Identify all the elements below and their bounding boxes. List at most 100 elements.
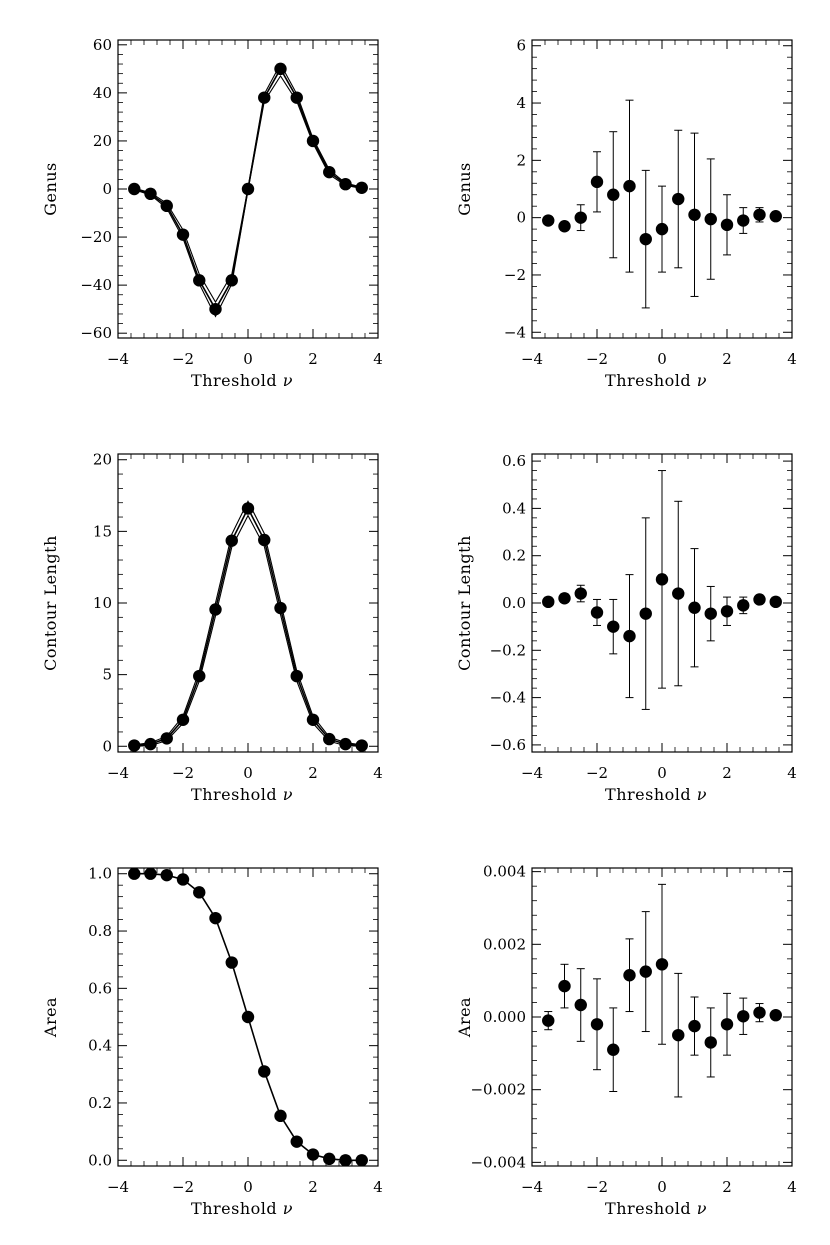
y-axis-label: Contour Length xyxy=(455,535,474,671)
data-point xyxy=(258,1065,271,1078)
y-tick-label: 0.2 xyxy=(502,547,526,565)
x-axis-label-symbol: ν xyxy=(697,785,707,804)
y-tick-label: 1.0 xyxy=(88,865,112,883)
y-tick-label: 0.6 xyxy=(502,452,526,470)
plot-area xyxy=(542,99,782,309)
data-point xyxy=(590,606,604,619)
x-tick-label: 4 xyxy=(787,1178,797,1196)
data-point xyxy=(753,593,766,606)
data-point xyxy=(144,737,157,751)
y-tick-label: 0.6 xyxy=(88,979,112,997)
data-point xyxy=(720,605,734,618)
data-point xyxy=(241,182,255,196)
data-point xyxy=(655,958,669,971)
x-tick-label: 2 xyxy=(722,1178,732,1196)
x-tick-label: 0 xyxy=(657,350,667,368)
x-axis-label-symbol: ν xyxy=(697,371,707,390)
data-point xyxy=(672,192,685,206)
data-point xyxy=(209,302,222,316)
data-point xyxy=(241,1010,255,1024)
data-point xyxy=(225,534,238,547)
y-tick-label: 0.8 xyxy=(88,922,112,940)
data-point xyxy=(144,868,157,880)
y-tick-label: 20 xyxy=(93,132,112,150)
data-point xyxy=(655,573,669,586)
data-point xyxy=(688,1019,701,1033)
plot-frame xyxy=(117,453,379,753)
x-tick-label: −4 xyxy=(107,350,129,368)
x-tick-label: 4 xyxy=(787,764,797,782)
y-tick-label: 0 xyxy=(516,209,526,227)
y-tick-label: 0.4 xyxy=(88,1037,112,1055)
data-point xyxy=(672,587,685,600)
data-point xyxy=(355,181,368,194)
data-point xyxy=(623,179,636,193)
plot-area xyxy=(128,500,368,752)
x-tick-label: −2 xyxy=(172,350,194,368)
band-line xyxy=(134,514,362,747)
data-point xyxy=(193,274,206,287)
data-point xyxy=(688,208,701,221)
panel-contour-length-residual: −4 −2 0 2 4 −0.6 −0.4 −0.2 0.0 0.2 0.4 0.6 Threshold… xyxy=(455,452,797,804)
data-point xyxy=(623,969,636,982)
x-tick-label: 0 xyxy=(243,1178,253,1196)
data-point xyxy=(753,208,766,221)
data-point xyxy=(209,911,222,925)
y-tick-label: 0.4 xyxy=(502,499,526,517)
data-point xyxy=(542,214,555,227)
data-point xyxy=(193,669,206,683)
y-tick-label: 0.000 xyxy=(483,1008,526,1026)
data-point xyxy=(769,1008,782,1022)
x-tick-label: 2 xyxy=(308,350,318,368)
y-tick-label: −0.004 xyxy=(470,1153,526,1171)
x-tick-label: −4 xyxy=(521,350,543,368)
x-tick-label: −2 xyxy=(586,764,608,782)
data-point xyxy=(737,214,750,227)
data-point xyxy=(769,595,782,609)
data-point xyxy=(720,218,734,232)
data-point xyxy=(542,1014,555,1027)
data-point xyxy=(558,220,571,233)
data-point xyxy=(274,601,287,615)
plot-area xyxy=(128,62,368,318)
x-tick-label: −4 xyxy=(107,1178,129,1196)
plot-area xyxy=(128,868,368,1166)
data-point xyxy=(274,62,287,76)
series-line xyxy=(134,506,362,747)
data-point xyxy=(306,134,320,148)
y-tick-label: −0.002 xyxy=(470,1081,526,1099)
data-point xyxy=(323,732,336,746)
data-point xyxy=(225,956,238,969)
data-point xyxy=(672,1028,685,1042)
data-point xyxy=(607,188,620,201)
panel-area-residual: −4 −2 0 2 4 −0.004 −0.002 0.000 0.002 0.004 Thresh… xyxy=(455,863,797,1218)
data-point xyxy=(574,998,587,1012)
y-tick-label: 60 xyxy=(93,36,112,54)
y-tick-label: −4 xyxy=(504,323,526,341)
data-point xyxy=(160,732,173,745)
data-point xyxy=(339,737,352,751)
y-tick-label: 4 xyxy=(516,94,526,112)
data-point xyxy=(558,592,571,605)
x-tick-label: 0 xyxy=(243,764,253,782)
panel-contour-length: −4 −2 0 2 4 0 5 10 15 20 Threshold ν Contour Length xyxy=(41,451,383,804)
y-tick-label: 0.2 xyxy=(88,1094,112,1112)
x-tick-label: −4 xyxy=(521,764,543,782)
x-tick-label: 4 xyxy=(787,350,797,368)
x-tick-label: −2 xyxy=(172,1178,194,1196)
y-axis-label: Area xyxy=(455,997,474,1038)
y-tick-label: 0.0 xyxy=(502,594,526,612)
data-point xyxy=(623,629,636,643)
data-point xyxy=(274,1109,287,1123)
data-point xyxy=(704,607,717,620)
data-point xyxy=(128,739,141,752)
x-tick-label: −2 xyxy=(586,350,608,368)
y-axis-label: Area xyxy=(41,997,60,1038)
y-axis-label: Genus xyxy=(41,162,60,216)
y-tick-label: 40 xyxy=(93,84,112,102)
data-point xyxy=(306,1148,320,1161)
x-tick-label: 2 xyxy=(722,350,732,368)
data-point xyxy=(639,607,652,620)
data-point xyxy=(574,587,587,600)
